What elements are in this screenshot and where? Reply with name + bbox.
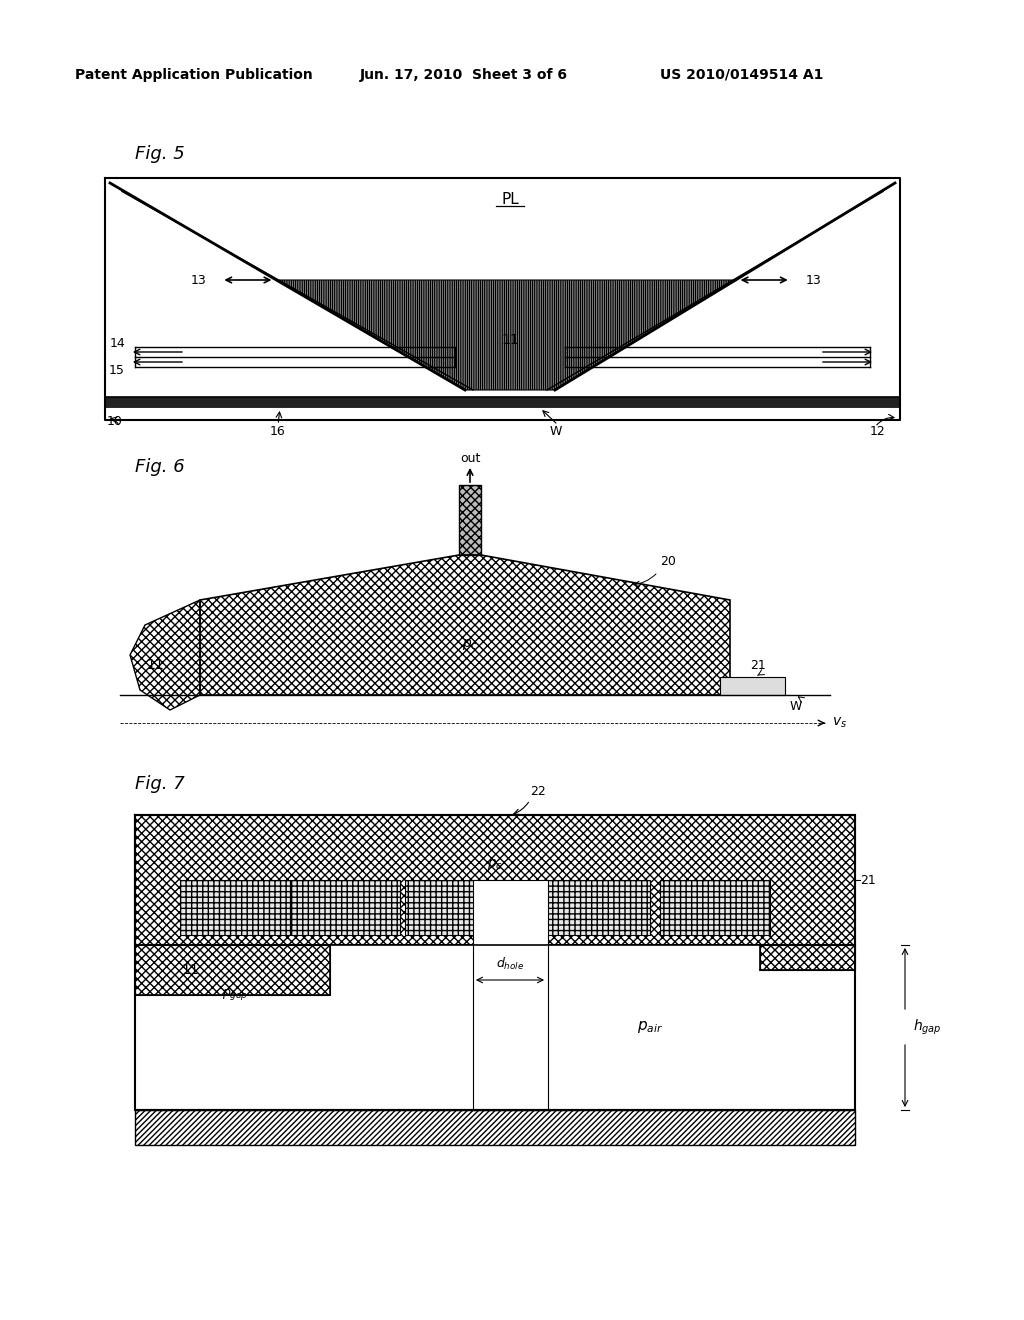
Bar bbox=[660, 880, 770, 935]
Text: $d_{hole}$: $d_{hole}$ bbox=[496, 956, 524, 972]
Text: 11: 11 bbox=[146, 657, 164, 672]
Text: $p_{air}$: $p_{air}$ bbox=[637, 1019, 664, 1035]
Text: $h_{gap}$: $h_{gap}$ bbox=[913, 1018, 942, 1036]
Text: out: out bbox=[460, 451, 480, 465]
Text: Jun. 17, 2010  Sheet 3 of 6: Jun. 17, 2010 Sheet 3 of 6 bbox=[360, 69, 568, 82]
Text: W: W bbox=[790, 700, 803, 713]
Text: 13: 13 bbox=[806, 273, 821, 286]
Bar bbox=[720, 677, 785, 696]
Text: 12: 12 bbox=[870, 425, 886, 438]
Bar bbox=[290, 880, 400, 935]
Bar bbox=[105, 397, 900, 407]
Text: Patent Application Publication: Patent Application Publication bbox=[75, 69, 312, 82]
Bar bbox=[135, 945, 330, 995]
Bar bbox=[459, 484, 481, 554]
Text: $v_s$: $v_s$ bbox=[831, 715, 847, 730]
Text: 10: 10 bbox=[106, 414, 123, 428]
Bar bbox=[406, 880, 515, 935]
Text: 20: 20 bbox=[660, 554, 676, 568]
Text: US 2010/0149514 A1: US 2010/0149514 A1 bbox=[660, 69, 823, 82]
Text: 21: 21 bbox=[750, 659, 766, 672]
Text: 15: 15 bbox=[110, 364, 125, 378]
Text: 11: 11 bbox=[181, 964, 199, 977]
Bar bbox=[135, 945, 855, 1110]
Text: 11: 11 bbox=[501, 333, 519, 347]
Text: 21: 21 bbox=[860, 874, 876, 887]
Text: Fig. 6: Fig. 6 bbox=[135, 458, 184, 477]
Bar bbox=[540, 880, 650, 935]
Text: 14: 14 bbox=[110, 337, 125, 350]
Text: $p_c$: $p_c$ bbox=[487, 858, 503, 873]
Bar bbox=[760, 945, 855, 970]
Text: PL: PL bbox=[501, 193, 519, 207]
Bar bbox=[180, 880, 290, 935]
Bar bbox=[135, 1110, 855, 1144]
Text: W: W bbox=[550, 425, 562, 438]
Bar bbox=[473, 880, 548, 1110]
Text: Fig. 5: Fig. 5 bbox=[135, 145, 184, 162]
Text: 16: 16 bbox=[270, 425, 286, 438]
Bar bbox=[135, 814, 855, 945]
Text: 22: 22 bbox=[530, 785, 546, 799]
Text: Fig. 7: Fig. 7 bbox=[135, 775, 184, 793]
Text: $p_c$: $p_c$ bbox=[462, 638, 478, 652]
Text: 13: 13 bbox=[190, 273, 207, 286]
Text: $p_{gap}$: $p_{gap}$ bbox=[222, 987, 248, 1002]
